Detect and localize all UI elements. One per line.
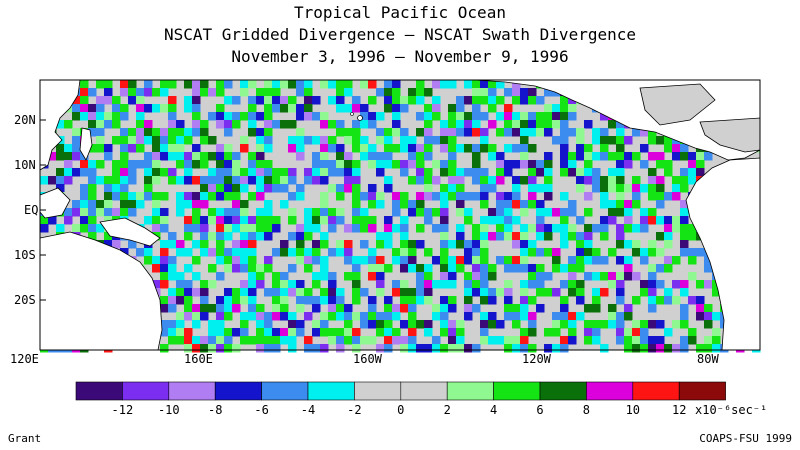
lon-label-120e: 120E bbox=[10, 352, 39, 366]
footer-author: Grant bbox=[8, 432, 42, 445]
colorbar-tick-label: -2 bbox=[347, 403, 361, 417]
colorbar-units: x10⁻⁶sec⁻¹ bbox=[695, 403, 767, 417]
colorbar-swatch bbox=[168, 381, 216, 401]
colorbar-tick-label: -12 bbox=[112, 403, 134, 417]
colorbar-tick-label: 4 bbox=[490, 403, 497, 417]
colorbar-tick-label: -6 bbox=[254, 403, 268, 417]
lat-label-20n: 20N bbox=[14, 113, 36, 127]
lon-label-160e: 160E bbox=[184, 352, 213, 366]
colorbar-swatch bbox=[446, 381, 494, 401]
title-line-1: Tropical Pacific Ocean bbox=[294, 3, 506, 22]
colorbar-tick-label: 10 bbox=[626, 403, 640, 417]
colorbar-tick-label: 0 bbox=[397, 403, 404, 417]
colorbar-swatch bbox=[214, 381, 262, 401]
colorbar-swatch bbox=[586, 381, 634, 401]
lat-label-10s: 10S bbox=[14, 248, 36, 262]
land-masses bbox=[39, 79, 761, 351]
land-new-guinea bbox=[99, 217, 161, 247]
colorbar-swatch bbox=[493, 381, 541, 401]
lat-label-eq: EQ bbox=[24, 203, 38, 217]
land-hawaii bbox=[357, 115, 363, 121]
colorbar-swatch bbox=[122, 381, 170, 401]
colorbar-swatch bbox=[400, 381, 448, 401]
colorbar-swatch bbox=[678, 381, 726, 401]
colorbar-tick-label: 12 bbox=[672, 403, 686, 417]
gulf-of-mexico bbox=[639, 83, 716, 126]
lat-label-10n: 10N bbox=[14, 158, 36, 172]
colorbar-ticks: -12 -10 -8 -6 -4 -2 0 2 4 6 8 10 12 bbox=[112, 403, 687, 417]
lon-label-80w: 80W bbox=[697, 352, 719, 366]
title-line-2: NSCAT Gridded Divergence – NSCAT Swath D… bbox=[163, 25, 636, 44]
lon-label-120w: 120W bbox=[522, 352, 552, 366]
colorbar-swatch bbox=[261, 381, 309, 401]
colorbar-swatch bbox=[307, 381, 355, 401]
colorbar bbox=[75, 381, 726, 401]
colorbar-tick-label: -10 bbox=[158, 403, 180, 417]
map-frame bbox=[39, 79, 761, 351]
land-philippines bbox=[79, 127, 93, 161]
lon-label-160w: 160W bbox=[353, 352, 383, 366]
lat-label-20s: 20S bbox=[14, 293, 36, 307]
title-line-3: November 3, 1996 – November 9, 1996 bbox=[231, 47, 569, 66]
colorbar-tick-label: 2 bbox=[444, 403, 451, 417]
colorbar-tick-label: 8 bbox=[583, 403, 590, 417]
colorbar-tick-label: 6 bbox=[536, 403, 543, 417]
colorbar-swatch bbox=[539, 381, 587, 401]
land-asia bbox=[39, 79, 81, 171]
footer-credit: COAPS-FSU 1999 bbox=[699, 432, 792, 445]
colorbar-tick-label: -4 bbox=[301, 403, 315, 417]
colorbar-swatch bbox=[354, 381, 402, 401]
colorbar-swatch bbox=[632, 381, 680, 401]
colorbar-tick-label: -8 bbox=[208, 403, 222, 417]
colorbar-swatch bbox=[75, 381, 123, 401]
